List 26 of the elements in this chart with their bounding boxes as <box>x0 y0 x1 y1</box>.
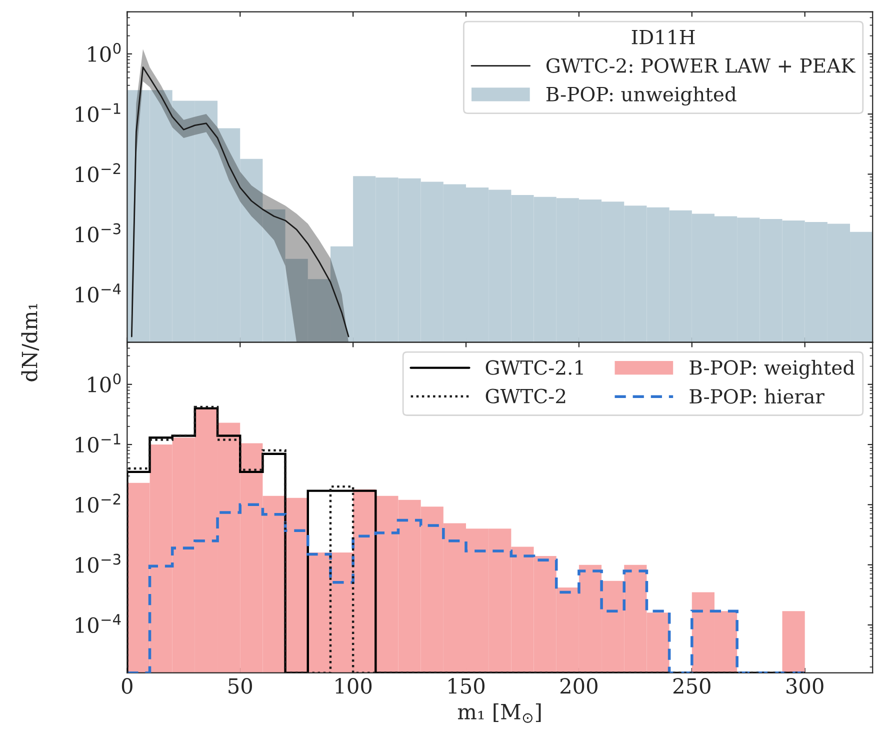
y-tick-label: 10$^{−3}$ <box>76 223 120 242</box>
x-tick-label: 300 <box>786 678 824 694</box>
x-tick-label: 50 <box>228 678 252 694</box>
legend-label: GWTC-2 <box>486 388 566 404</box>
legend-label: GWTC-2: POWER LAW + PEAK <box>546 58 856 73</box>
x-axis-title: m₁ [M$_{⊙}$] <box>458 703 541 723</box>
legend-title: ID11H <box>632 30 695 44</box>
y-tick-label: 10$^{−1}$ <box>76 103 120 122</box>
y-tick-label: 10$^{−1}$ <box>76 434 120 453</box>
y-tick-label: 10$^{−2}$ <box>76 163 120 182</box>
x-tick-label: 200 <box>560 678 598 694</box>
y-tick-label: 10$^{−4}$ <box>76 614 121 634</box>
y-tick-label: 10$^{−2}$ <box>76 494 120 513</box>
legend-label: B-POP: weighted <box>690 360 855 379</box>
y-tick-label: 10$^{0}$ <box>88 42 121 62</box>
x-tick-label: 0 <box>122 678 132 694</box>
x-tick-label: 150 <box>448 678 485 694</box>
y-tick-label: 10$^{−4}$ <box>76 284 121 303</box>
legend-label: GWTC-2.1 <box>486 360 583 375</box>
legend-label: B-POP: unweighted <box>546 86 736 106</box>
x-tick-label: 250 <box>673 678 710 694</box>
x-tick-label: 100 <box>336 678 372 694</box>
legend-label: B-POP: hierar <box>690 388 824 404</box>
y-tick-label: 10$^{0}$ <box>88 373 121 392</box>
y-tick-label: 10$^{−3}$ <box>76 554 120 573</box>
y-axis-title: dN/dm₁ <box>21 304 40 382</box>
